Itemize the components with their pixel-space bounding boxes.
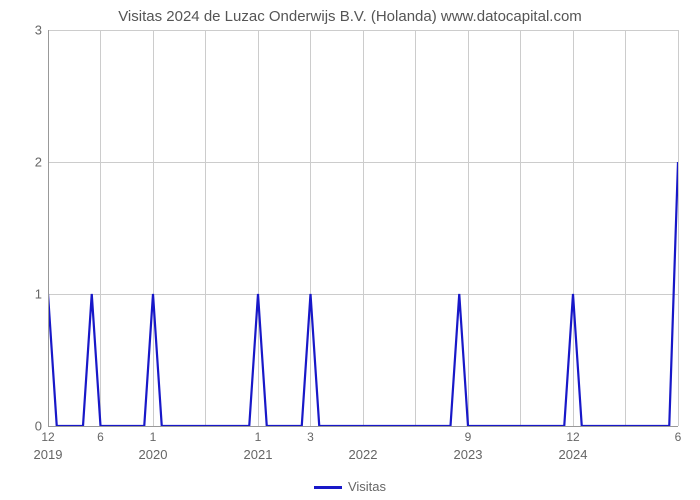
xtick-year-label: 2024 bbox=[559, 447, 588, 462]
xtick-minor-label: 9 bbox=[465, 430, 472, 444]
chart-title: Visitas 2024 de Luzac Onderwijs B.V. (Ho… bbox=[0, 8, 700, 25]
xtick-minor-label: 3 bbox=[307, 430, 314, 444]
series-line bbox=[48, 162, 678, 426]
xtick-minor-label: 6 bbox=[675, 430, 682, 444]
ytick-label: 3 bbox=[12, 23, 48, 38]
axis-y bbox=[48, 30, 49, 426]
xtick-minor-label: 1 bbox=[255, 430, 262, 444]
legend-swatch bbox=[314, 486, 342, 489]
plot-area: 01231261139126201920202021202220232024 bbox=[48, 30, 678, 426]
axis-x bbox=[48, 426, 678, 427]
ytick-label: 2 bbox=[12, 155, 48, 170]
series-svg bbox=[48, 30, 678, 426]
xtick-minor-label: 12 bbox=[566, 430, 579, 444]
xtick-year-label: 2021 bbox=[244, 447, 273, 462]
xtick-minor-label: 12 bbox=[41, 430, 54, 444]
xtick-year-label: 2022 bbox=[349, 447, 378, 462]
xtick-minor-label: 6 bbox=[97, 430, 104, 444]
legend: Visitas bbox=[0, 479, 700, 494]
xtick-year-label: 2023 bbox=[454, 447, 483, 462]
ytick-label: 1 bbox=[12, 287, 48, 302]
legend-label: Visitas bbox=[348, 479, 386, 494]
xtick-year-label: 2019 bbox=[34, 447, 63, 462]
xtick-year-label: 2020 bbox=[139, 447, 168, 462]
xtick-minor-label: 1 bbox=[150, 430, 157, 444]
